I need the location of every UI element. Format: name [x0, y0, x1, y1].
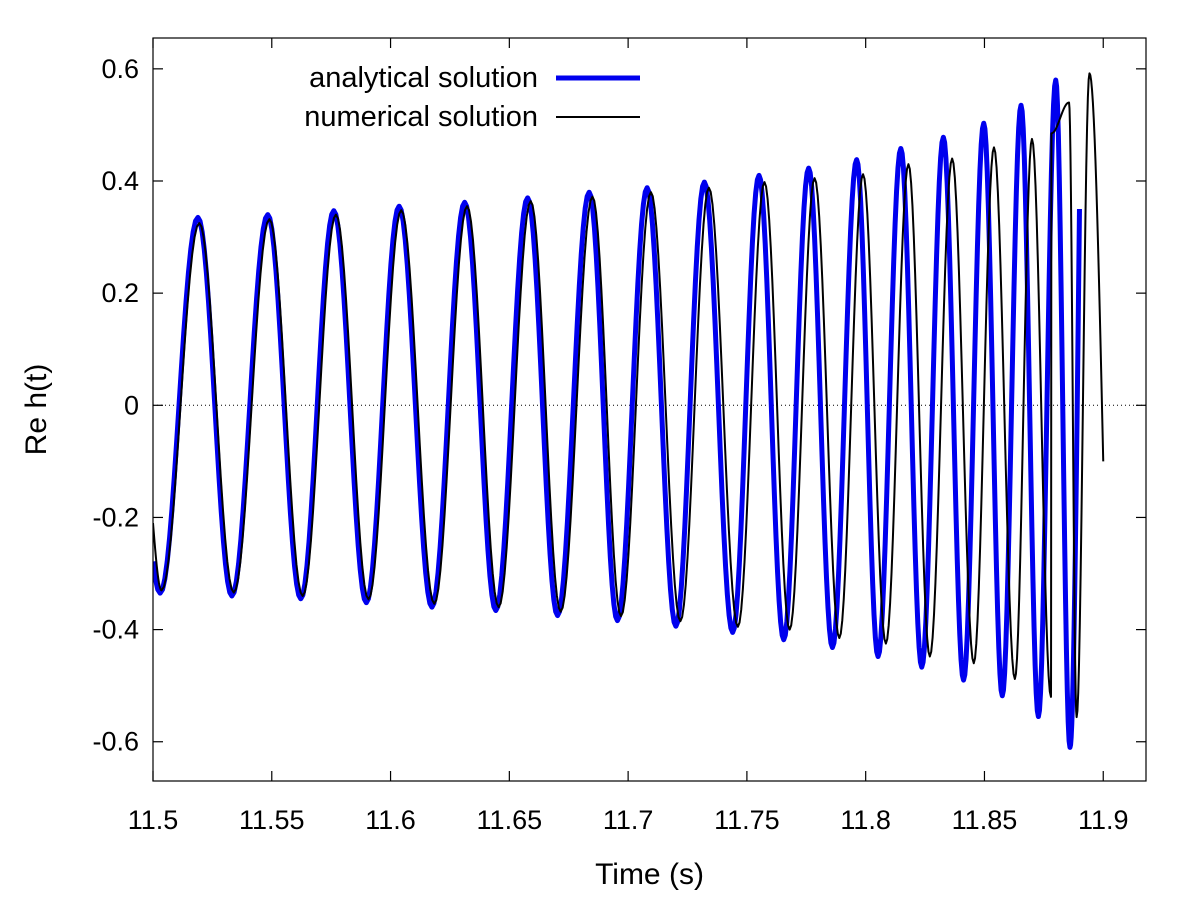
x-tick-label: 11.7: [603, 805, 654, 835]
series-layer: [153, 72, 1105, 750]
x-tick-label: 11.6: [365, 805, 416, 835]
y-tick-label: 0.2: [101, 278, 139, 308]
x-axis-title: Time (s): [595, 858, 704, 891]
legend: analytical solution numerical solution: [304, 62, 640, 133]
y-tick-label: -0.6: [92, 727, 139, 757]
y-tick-label: 0.6: [101, 54, 139, 84]
x-tick-label: 11.8: [840, 805, 891, 835]
y-tick-label: -0.4: [92, 615, 139, 645]
y-tick-label: 0: [124, 390, 139, 420]
series-line-numerical: [153, 72, 1105, 719]
plot-frame: [152, 37, 1147, 782]
x-tick-label: 11.65: [477, 805, 543, 835]
legend-label-numerical: numerical solution: [304, 101, 538, 133]
x-tick-label: 11.85: [952, 805, 1018, 835]
x-tick-label: 11.55: [239, 805, 305, 835]
legend-label-analytical: analytical solution: [309, 62, 538, 94]
y-axis-title: Re h(t): [20, 364, 53, 456]
x-tick-label: 11.5: [128, 805, 179, 835]
x-tick-label: 11.75: [714, 805, 780, 835]
x-tick-label: 11.9: [1078, 805, 1129, 835]
x-axis: 11.5 11.55 11.6 11.65 11.7 11.75 11.8 11.85 11.9: [128, 38, 1129, 835]
y-tick-label: -0.2: [92, 502, 139, 532]
y-axis: -0.6 -0.4 -0.2 0 0.2 0.4 0.6: [92, 54, 1146, 757]
series-line-analytical: [153, 77, 1082, 750]
y-tick-label: 0.4: [101, 166, 139, 196]
